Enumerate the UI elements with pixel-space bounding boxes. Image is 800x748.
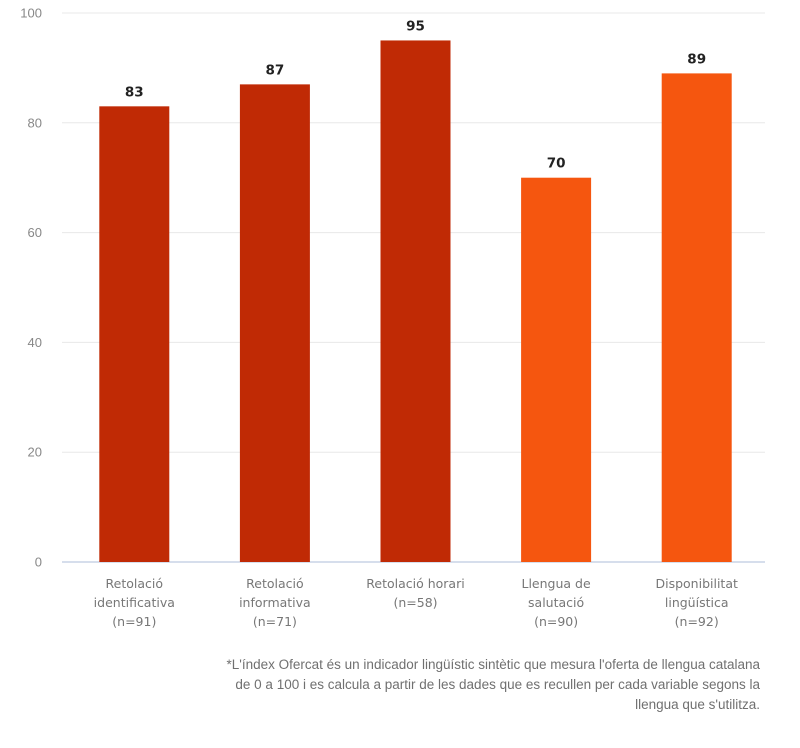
y-tick-label: 40 [28, 335, 42, 350]
footnote-line: de 0 a 100 i es calcula a partir de les … [235, 677, 760, 692]
data-label: 83 [125, 84, 144, 100]
x-axis-labels: Retolació identificativa (n=91) Retolació in… [94, 576, 738, 629]
x-tick-label: Retolació horari (n=58) [366, 576, 464, 610]
x-tick-label: Retolació identificativa (n=91) [94, 576, 175, 629]
data-label: 87 [266, 62, 285, 78]
y-tick-label: 100 [20, 6, 42, 21]
y-axis-ticks: 0 20 40 60 80 100 [20, 6, 42, 570]
y-tick-label: 60 [28, 225, 42, 240]
x-tick-label: Disponibilitat lingüística (n=92) [655, 576, 738, 629]
x-tick-label: Retolació informativa (n=71) [239, 576, 311, 629]
bar[interactable] [99, 106, 170, 562]
bar[interactable] [521, 177, 592, 562]
data-labels: 83 87 95 70 89 [125, 18, 706, 171]
bar[interactable] [239, 84, 310, 563]
bars [99, 40, 732, 563]
data-label: 70 [547, 156, 566, 172]
data-label: 95 [406, 18, 425, 34]
y-tick-label: 0 [35, 555, 42, 570]
bar[interactable] [380, 40, 451, 562]
footnote-line: llengua que s'utilitza. [635, 697, 760, 712]
x-tick-label: Llengua de salutació (n=90) [522, 576, 591, 629]
bar[interactable] [661, 73, 732, 562]
footnote: *L'índex Ofercat és un indicador lingüís… [60, 655, 760, 715]
footnote-line: *L'índex Ofercat és un indicador lingüís… [226, 657, 760, 672]
data-label: 89 [687, 51, 706, 67]
y-tick-label: 80 [28, 115, 42, 130]
y-tick-label: 20 [28, 445, 42, 460]
bar-chart: 0 20 40 60 80 100 83 87 95 70 89 Retolació identif… [20, 6, 765, 629]
